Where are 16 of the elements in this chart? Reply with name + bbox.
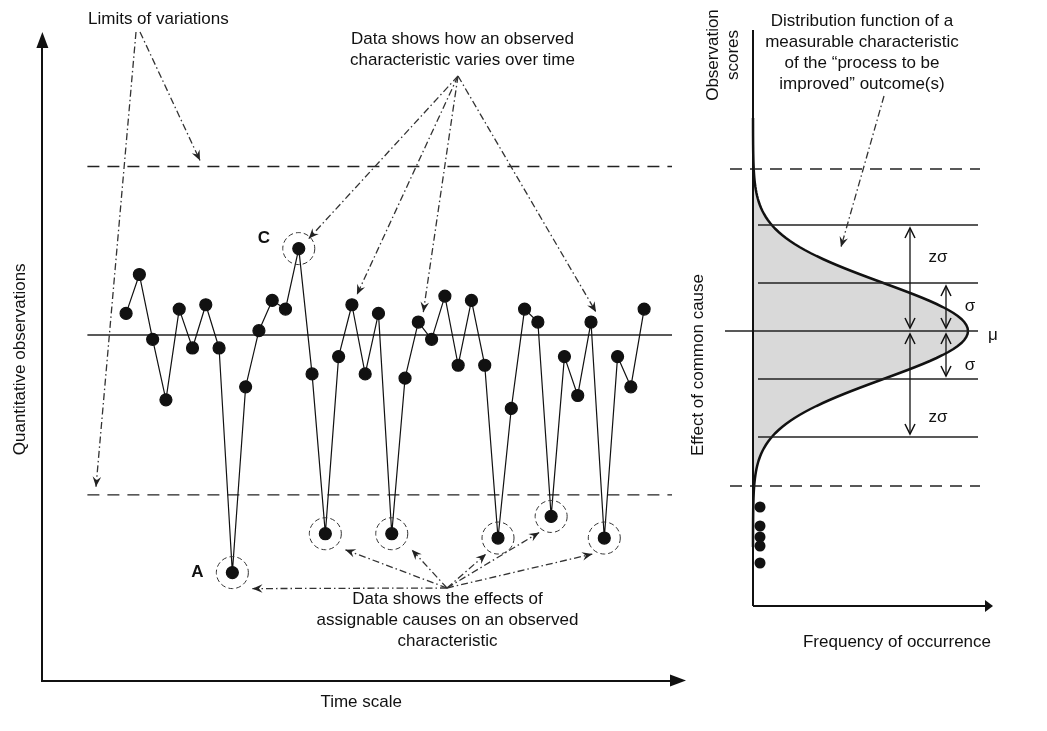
text: Limits of variations xyxy=(88,8,230,29)
text: μ xyxy=(988,325,998,345)
text: zσ xyxy=(928,247,948,267)
text: Distribution function of a measurable characteristic of the “process to be improved” outcome(s) xyxy=(765,11,960,93)
text: σ xyxy=(964,355,976,375)
x-axis-title: Time scale xyxy=(320,692,402,712)
text: Effect of common cause xyxy=(688,273,707,457)
text: σ xyxy=(964,296,976,316)
text: zσ xyxy=(928,407,948,427)
text: Frequency of occurrence xyxy=(802,632,992,651)
annotation: A xyxy=(191,562,204,582)
text: Data shows how an observed characteristic varies over time xyxy=(349,28,576,70)
annotation: Data shows the effects of assignable causes on an observed characteristic xyxy=(315,588,580,651)
y-axis-title: Quantitative observations xyxy=(9,263,29,456)
text: C xyxy=(257,228,270,248)
text: Observation scores xyxy=(703,9,742,101)
